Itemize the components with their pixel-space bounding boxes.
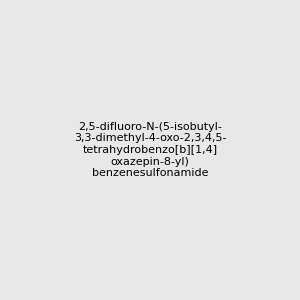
Text: 2,5-difluoro-N-(5-isobutyl-
3,3-dimethyl-4-oxo-2,3,4,5-
tetrahydrobenzo[b][1,4]
: 2,5-difluoro-N-(5-isobutyl- 3,3-dimethyl… [74, 122, 226, 178]
